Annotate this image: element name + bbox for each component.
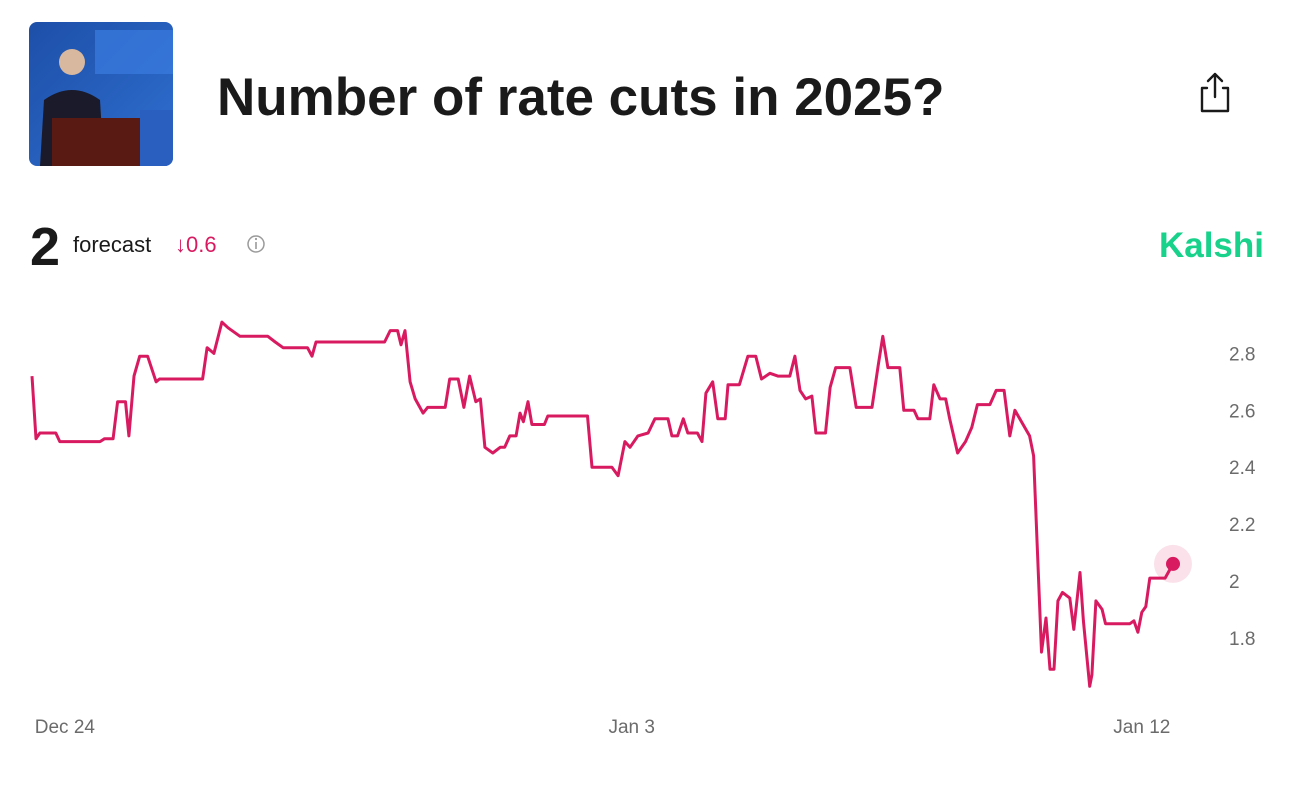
plot: 1.8 2 2.2 2.4 2.6 2.8 Dec 24 Jan 3 Jan 12	[30, 320, 1256, 738]
forecast-change: ↓0.6	[175, 232, 217, 257]
x-tick-label: Dec 24	[35, 717, 96, 738]
y-tick-label: 2	[1229, 572, 1240, 593]
y-tick-label: 2.8	[1229, 344, 1255, 365]
y-tick-label: 2.4	[1229, 458, 1256, 479]
x-tick-label: Jan 3	[608, 717, 654, 738]
x-tick-label: Jan 12	[1113, 717, 1170, 738]
y-tick-label: 2.6	[1229, 401, 1255, 422]
forecast-label: forecast	[73, 232, 151, 257]
y-tick-label: 1.8	[1229, 629, 1255, 650]
endpoint	[1166, 556, 1180, 571]
thumbnail	[29, 22, 173, 166]
series-line	[30, 320, 1175, 688]
forecast-value: 2	[30, 217, 60, 277]
title: Number of rate cuts in 2025?	[217, 68, 944, 127]
y-tick-label: 2.2	[1229, 515, 1255, 536]
share-button[interactable]	[1200, 72, 1230, 113]
brand: Kalshi	[1159, 226, 1264, 265]
info-icon[interactable]	[247, 235, 265, 253]
